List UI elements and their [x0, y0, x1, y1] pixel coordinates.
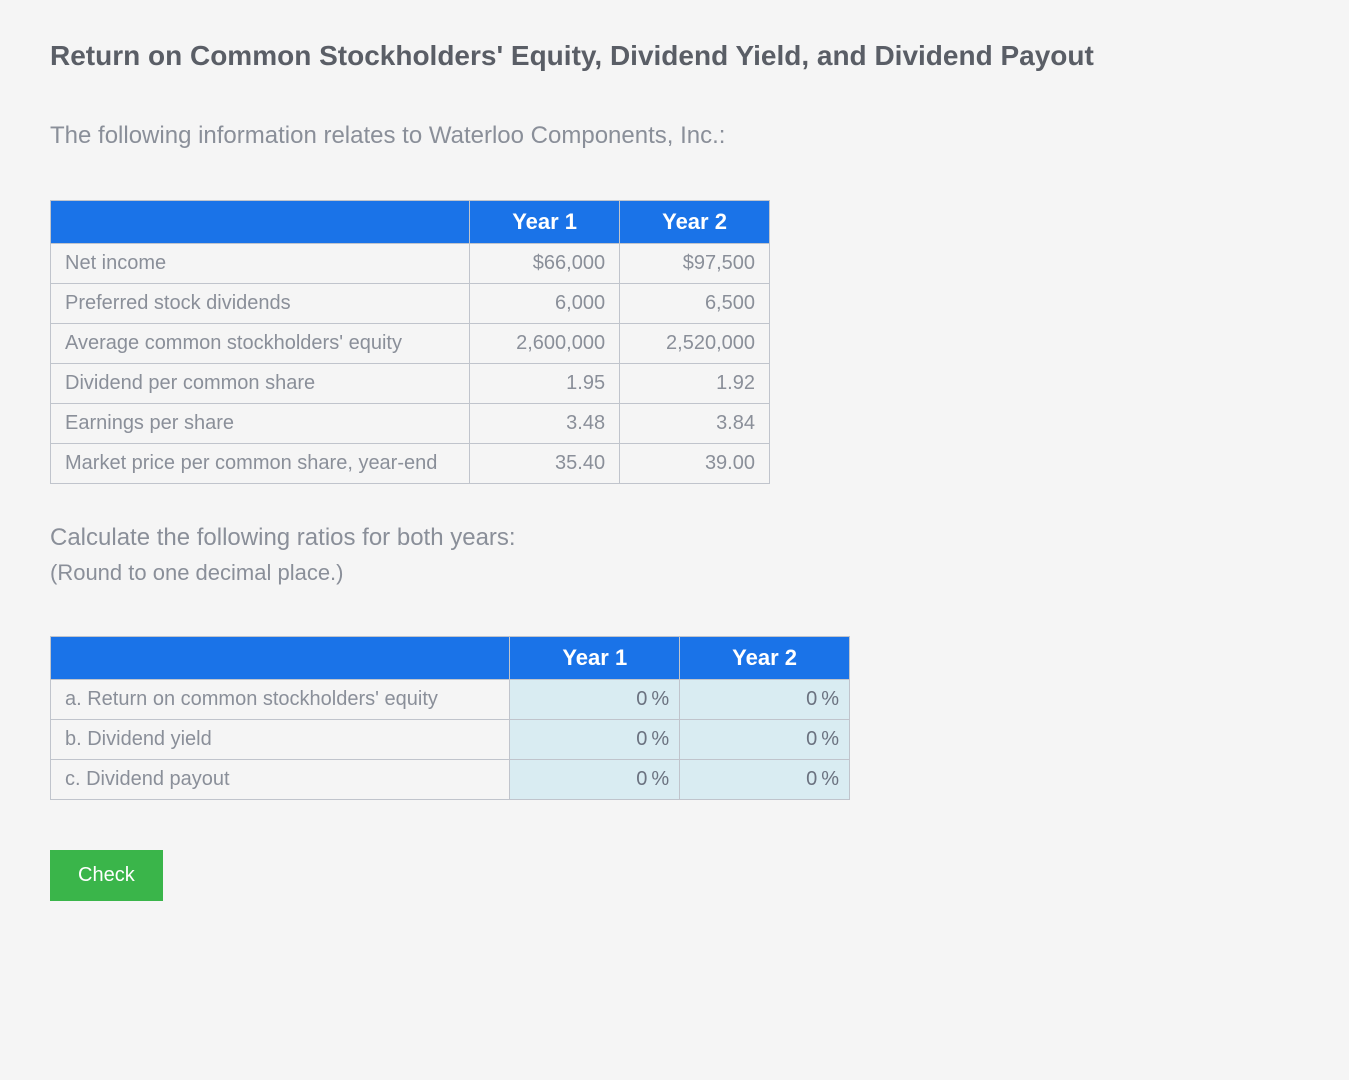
table-row: Average common stockholders' equity 2,60… — [51, 324, 770, 364]
answer-value: 0 — [806, 768, 821, 791]
answer-input-cell-y2[interactable]: 0 % — [680, 760, 850, 800]
row-value-y2: 2,520,000 — [620, 324, 770, 364]
data-table-year1-header: Year 1 — [470, 201, 620, 244]
answer-table-year1-header: Year 1 — [510, 637, 680, 680]
row-value-y2: 39.00 — [620, 444, 770, 484]
answer-label: c. Dividend payout — [51, 760, 510, 800]
data-table: Year 1 Year 2 Net income $66,000 $97,500… — [50, 200, 770, 484]
table-row: Preferred stock dividends 6,000 6,500 — [51, 284, 770, 324]
answer-table-header-row: Year 1 Year 2 — [51, 637, 850, 680]
answer-input-cell-y1[interactable]: 0 % — [510, 680, 680, 720]
answer-value: 0 — [636, 728, 651, 751]
row-value-y1: 3.48 — [470, 404, 620, 444]
intro-text: The following information relates to Wat… — [50, 122, 1299, 150]
row-value-y1: 2,600,000 — [470, 324, 620, 364]
answer-value: 0 — [806, 688, 821, 711]
answer-input-cell-y2[interactable]: 0 % — [680, 680, 850, 720]
check-button[interactable]: Check — [50, 850, 163, 901]
answer-value: 0 — [636, 688, 651, 711]
row-value-y2: 1.92 — [620, 364, 770, 404]
percent-unit: % — [821, 728, 839, 751]
percent-unit: % — [651, 728, 669, 751]
row-value-y2: 3.84 — [620, 404, 770, 444]
row-label: Earnings per share — [51, 404, 470, 444]
answer-table: Year 1 Year 2 a. Return on common stockh… — [50, 636, 850, 800]
instructions-sub-text: (Round to one decimal place.) — [50, 560, 1299, 586]
row-label: Net income — [51, 244, 470, 284]
row-value-y2: $97,500 — [620, 244, 770, 284]
row-value-y1: $66,000 — [470, 244, 620, 284]
answer-input-cell-y1[interactable]: 0 % — [510, 760, 680, 800]
instructions-text: Calculate the following ratios for both … — [50, 524, 1299, 552]
row-value-y2: 6,500 — [620, 284, 770, 324]
table-row: Earnings per share 3.48 3.84 — [51, 404, 770, 444]
data-table-header-row: Year 1 Year 2 — [51, 201, 770, 244]
answer-table-empty-header — [51, 637, 510, 680]
answer-table-year2-header: Year 2 — [680, 637, 850, 680]
percent-unit: % — [651, 768, 669, 791]
row-label: Average common stockholders' equity — [51, 324, 470, 364]
answer-label: a. Return on common stockholders' equity — [51, 680, 510, 720]
percent-unit: % — [821, 688, 839, 711]
row-label: Preferred stock dividends — [51, 284, 470, 324]
data-table-empty-header — [51, 201, 470, 244]
page-title: Return on Common Stockholders' Equity, D… — [50, 40, 1299, 72]
percent-unit: % — [821, 768, 839, 791]
row-label: Market price per common share, year-end — [51, 444, 470, 484]
answer-row: c. Dividend payout 0 % 0 % — [51, 760, 850, 800]
row-label: Dividend per common share — [51, 364, 470, 404]
answer-row: a. Return on common stockholders' equity… — [51, 680, 850, 720]
answer-input-cell-y1[interactable]: 0 % — [510, 720, 680, 760]
table-row: Market price per common share, year-end … — [51, 444, 770, 484]
answer-row: b. Dividend yield 0 % 0 % — [51, 720, 850, 760]
answer-value: 0 — [636, 768, 651, 791]
row-value-y1: 35.40 — [470, 444, 620, 484]
row-value-y1: 6,000 — [470, 284, 620, 324]
table-row: Dividend per common share 1.95 1.92 — [51, 364, 770, 404]
percent-unit: % — [651, 688, 669, 711]
answer-label: b. Dividend yield — [51, 720, 510, 760]
data-table-year2-header: Year 2 — [620, 201, 770, 244]
row-value-y1: 1.95 — [470, 364, 620, 404]
answer-input-cell-y2[interactable]: 0 % — [680, 720, 850, 760]
answer-value: 0 — [806, 728, 821, 751]
table-row: Net income $66,000 $97,500 — [51, 244, 770, 284]
